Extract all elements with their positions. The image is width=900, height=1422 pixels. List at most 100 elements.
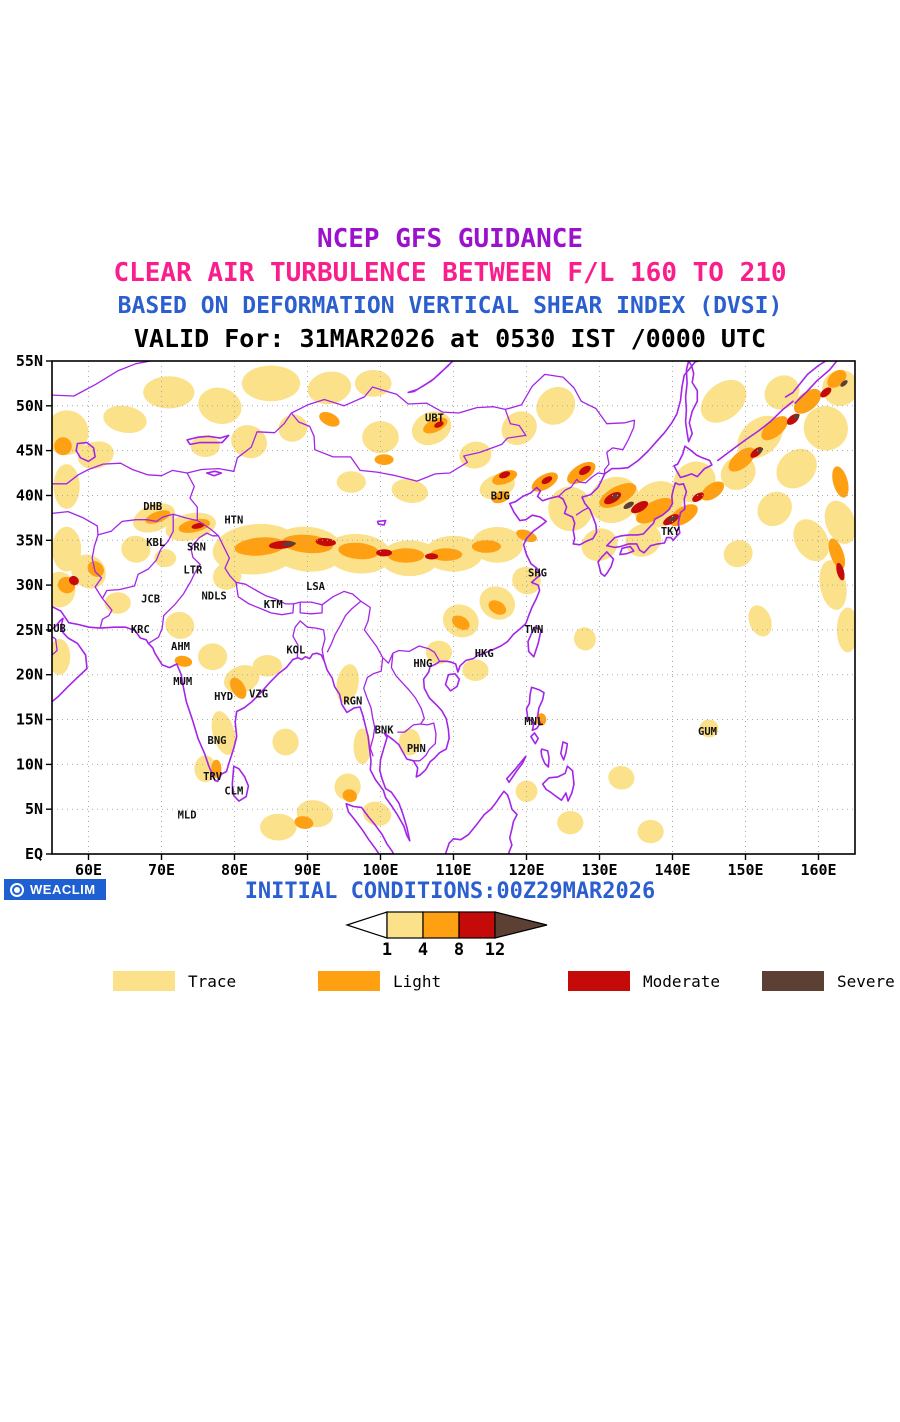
- turbulence-blob-light: [451, 615, 470, 630]
- turbulence-blob-light: [832, 466, 849, 498]
- station-label-mnl: MNL: [524, 716, 543, 728]
- coastline-path: [527, 626, 542, 658]
- station-label-hng: HNG: [413, 658, 432, 670]
- border-path: [293, 590, 362, 606]
- turbulence-blob-severe: [282, 541, 296, 547]
- turbulence-blob-trace: [260, 813, 297, 841]
- station-label-bng: BNG: [208, 735, 227, 747]
- legend-label: Moderate: [643, 971, 721, 991]
- lon-tick-label: 60E: [75, 861, 102, 877]
- station-label-tky: TKY: [661, 526, 681, 538]
- lon-tick-label: 100E: [362, 861, 398, 877]
- turbulence-blob-trace: [121, 535, 151, 563]
- station-label-shg: SHG: [528, 567, 547, 579]
- title-line-2: CLEAR AIR TURBULENCE BETWEEN F/L 160 TO …: [113, 258, 787, 288]
- turbulence-blob-trace: [764, 375, 800, 410]
- shade-layer-trace: [52, 365, 855, 844]
- turbulence-blob-trace: [557, 810, 584, 835]
- turbulence-blob-trace: [252, 655, 282, 677]
- coastline-path: [603, 361, 700, 475]
- coastline-path: [597, 551, 615, 577]
- lat-tick-label: 15N: [16, 711, 43, 729]
- coastline-path: [673, 445, 713, 479]
- weaclim-logo: WEACLIM: [4, 879, 106, 900]
- lat-tick-label: 40N: [16, 487, 43, 505]
- border-path: [292, 620, 326, 662]
- turbulence-blob-moderate: [425, 553, 439, 560]
- border-path: [299, 602, 323, 615]
- lon-tick-label: 120E: [508, 861, 544, 877]
- station-label-bjg: BJG: [491, 490, 510, 502]
- coastline-path: [147, 642, 294, 783]
- coastline-path: [52, 605, 150, 645]
- turbulence-blob-moderate: [579, 465, 591, 476]
- turbulence-blob-trace: [336, 664, 359, 704]
- lat-tick-label: EQ: [25, 845, 43, 863]
- turbulence-blob-trace: [154, 549, 177, 568]
- turbulence-blob-trace: [459, 441, 492, 469]
- turbulence-blob-trace: [793, 519, 830, 562]
- turbulence-blob-light: [211, 759, 222, 778]
- turbulence-blob-trace: [700, 379, 747, 423]
- legend-item-moderate: Moderate: [568, 971, 720, 991]
- border-path: [397, 723, 421, 733]
- turbulence-blob-trace: [757, 491, 792, 527]
- station-label-jcb: JCB: [141, 593, 160, 605]
- weaclim-logo-text: WEACLIM: [30, 882, 96, 897]
- turbulence-blob-trace: [336, 471, 366, 493]
- legend-item-severe: Severe: [762, 971, 895, 991]
- turbulence-blob-trace: [398, 728, 421, 756]
- turbulence-blob-moderate: [631, 500, 649, 514]
- coastline-path: [231, 765, 250, 802]
- legend: Trace Light Moderate Severe: [0, 971, 900, 997]
- lat-tick-label: 50N: [16, 397, 43, 415]
- coastline-path: [407, 361, 454, 394]
- weather-chart-page: { "titles": { "line1": "NCEP GFS GUIDANC…: [0, 222, 900, 1422]
- title-line-3: BASED ON DEFORMATION VERTICAL SHEAR INDE…: [117, 293, 783, 319]
- colorbar-segment: [458, 911, 496, 939]
- turbulence-blob-trace: [824, 500, 855, 544]
- title-line-4: VALID For: 31MAR2026 at 0530 IST /0000 U…: [133, 324, 767, 353]
- turbulence-blob-moderate: [376, 549, 393, 557]
- coastline-path: [717, 400, 794, 462]
- turbulence-blob-moderate: [836, 562, 845, 581]
- border-path: [505, 373, 636, 474]
- turbulence-blob-trace: [241, 365, 301, 402]
- initial-conditions: INITIAL CONDITIONS:00Z29MAR2026: [244, 879, 656, 904]
- coastline-path: [186, 434, 230, 446]
- lat-tick-label: 25N: [16, 621, 43, 639]
- turbulence-blob-moderate: [315, 538, 336, 547]
- shade-layer-severe: [282, 380, 848, 547]
- turbulence-blob-light: [174, 655, 193, 667]
- legend-label: Severe: [837, 971, 895, 991]
- legend-swatch-trace: [113, 971, 175, 991]
- turbulence-blob-trace: [353, 728, 372, 765]
- border-path: [326, 600, 362, 653]
- border-path: [52, 636, 58, 656]
- station-label-ktm: KTM: [264, 599, 283, 611]
- turbulence-blob-light: [342, 789, 357, 803]
- turbulence-blob-trace: [198, 643, 228, 671]
- turbulence-blob-severe: [668, 515, 677, 522]
- lat-tick-label: 10N: [16, 755, 43, 773]
- lon-tick-label: 140E: [654, 861, 690, 877]
- lat-tick-label: 55N: [16, 355, 43, 370]
- coastline-path: [541, 765, 575, 802]
- turbulence-shading: [52, 365, 855, 844]
- coastline-path: [52, 617, 88, 703]
- turbulence-blob-moderate: [191, 522, 205, 529]
- border-path: [148, 532, 219, 644]
- lon-tick-label: 130E: [581, 861, 617, 877]
- turbulence-blob-trace: [637, 819, 664, 844]
- station-label-ubt: UBT: [425, 412, 444, 424]
- turbulence-blob-trace: [362, 421, 399, 454]
- lat-tick-label: 30N: [16, 576, 43, 594]
- station-label-hyd: HYD: [214, 691, 233, 703]
- station-label-srn: SRN: [187, 541, 206, 553]
- turbulence-blob-trace: [194, 755, 217, 783]
- turbulence-blob-trace: [803, 406, 848, 451]
- coastline-path: [345, 803, 395, 854]
- title-block: NCEP GFS GUIDANCE CLEAR AIR TURBULENCE B…: [0, 222, 900, 355]
- turbulence-blob-trace: [625, 523, 662, 557]
- legend-swatch-moderate: [568, 971, 630, 991]
